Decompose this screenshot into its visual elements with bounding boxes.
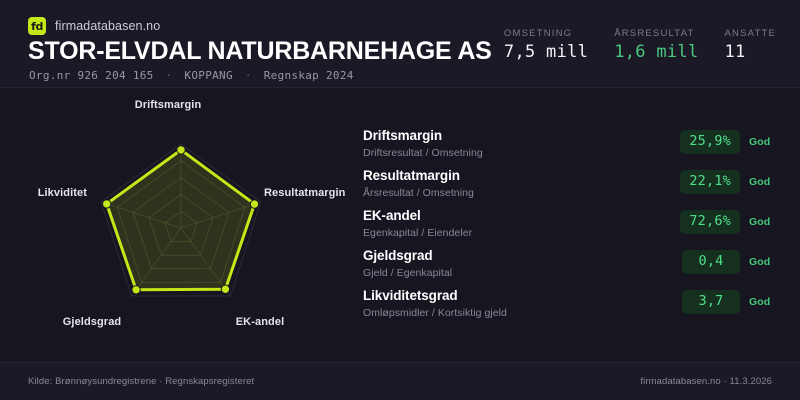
metric-verdict: God: [749, 255, 771, 268]
metric-formula: Driftsresultat / Omsetning: [363, 146, 483, 159]
header-stats: OMSETNING 7,5 mill ÅRSRESULTAT 1,6 mill …: [504, 28, 776, 61]
metric-result: 25,9% God: [680, 130, 783, 154]
metric-row: EK-andel Egenkapital / Eiendeler 72,6% G…: [363, 208, 783, 248]
stat-omsetning: OMSETNING 7,5 mill: [504, 28, 588, 61]
radar-axis-label-ek-andel: EK-andel: [235, 316, 285, 328]
metric-formula: Årsresultat / Omsetning: [363, 186, 474, 199]
place-text: KOPPANG: [184, 69, 233, 82]
metric-row: Gjeldsgrad Gjeld / Egenkapital 0,4 God: [363, 248, 783, 288]
radar-grid: [100, 143, 262, 297]
radar-axis-label-driftsmargin: Driftsmargin: [134, 99, 202, 111]
metric-value-badge: 22,1%: [680, 170, 740, 194]
stat-value: 11: [724, 42, 746, 62]
footer: Kilde: Brønnøysundregistrene · Regnskaps…: [0, 362, 800, 400]
accounting-year-text: Regnskap 2024: [263, 69, 354, 82]
metric-name: Resultatmargin: [363, 168, 460, 183]
radar-axis-label-gjeldsgrad: Gjeldsgrad: [62, 316, 122, 328]
stat-value: 1,6 mill: [614, 42, 699, 62]
metric-verdict: God: [749, 175, 771, 188]
page-title: STOR-ELVDAL NATURBARNEHAGE AS: [28, 37, 492, 65]
radar-axis-label-likviditet: Likviditet: [37, 187, 87, 199]
radar-chart-svg: [100, 143, 262, 297]
metric-name: Driftsmargin: [363, 128, 443, 143]
metric-verdict: God: [749, 215, 771, 228]
metric-value-badge: 3,7: [682, 290, 740, 314]
orgnr-text: Org.nr 926 204 165: [29, 69, 154, 82]
metric-verdict: God: [749, 295, 771, 308]
brand[interactable]: fd firmadatabasen.no: [28, 17, 160, 35]
stat-arsresultat: ÅRSRESULTAT 1,6 mill: [614, 28, 698, 61]
header: fd firmadatabasen.no STOR-ELVDAL NATURBA…: [0, 0, 800, 88]
footer-source: Kilde: Brønnøysundregistrene · Regnskaps…: [28, 376, 255, 387]
metric-value-badge: 0,4: [682, 250, 740, 274]
metric-formula: Omløpsmidler / Kortsiktig gjeld: [363, 306, 507, 319]
meta-separator-1: ·: [165, 69, 173, 82]
metric-formula: Gjeld / Egenkapital: [363, 266, 453, 279]
metric-value-badge: 25,9%: [680, 130, 740, 154]
metric-result: 0,4 God: [682, 250, 783, 274]
metric-result: 3,7 God: [682, 290, 783, 314]
metric-row: Driftsmargin Driftsresultat / Omsetning …: [363, 128, 783, 168]
radar-series-area: [105, 148, 256, 292]
metric-name: Likviditetsgrad: [363, 288, 458, 303]
metric-formula: Egenkapital / Eiendeler: [363, 226, 473, 239]
radar-chart: Driftsmargin Resultatmargin EK-andel Gje…: [0, 88, 346, 358]
stat-label: OMSETNING: [503, 28, 573, 39]
metric-result: 22,1% God: [680, 170, 783, 194]
metric-name: Gjeldsgrad: [363, 248, 433, 263]
stat-label: ÅRSRESULTAT: [614, 28, 695, 39]
stat-value: 7,5 mill: [503, 42, 589, 62]
metric-name: EK-andel: [363, 208, 421, 223]
metrics-list: Driftsmargin Driftsresultat / Omsetning …: [363, 128, 783, 328]
metric-row: Likviditetsgrad Omløpsmidler / Kortsikti…: [363, 288, 783, 328]
footer-site-date: firmadatabasen.no · 11.3.2026: [640, 376, 772, 387]
company-meta: Org.nr 926 204 165 · KOPPANG · Regnskap …: [29, 69, 354, 82]
metric-result: 72,6% God: [680, 210, 783, 234]
firmadatabasen-logo-icon: fd: [28, 17, 46, 35]
radar-series-points: [102, 145, 260, 295]
radar-axis-label-resultatmargin: Resultatmargin: [264, 187, 346, 199]
stat-ansatte: ANSATTE 11: [724, 28, 776, 61]
brand-name: firmadatabasen.no: [55, 19, 161, 33]
metric-verdict: God: [749, 135, 771, 148]
stat-label: ANSATTE: [724, 28, 776, 39]
metric-row: Resultatmargin Årsresultat / Omsetning 2…: [363, 168, 783, 208]
meta-separator-2: ·: [244, 69, 252, 82]
metric-value-badge: 72,6%: [680, 210, 740, 234]
